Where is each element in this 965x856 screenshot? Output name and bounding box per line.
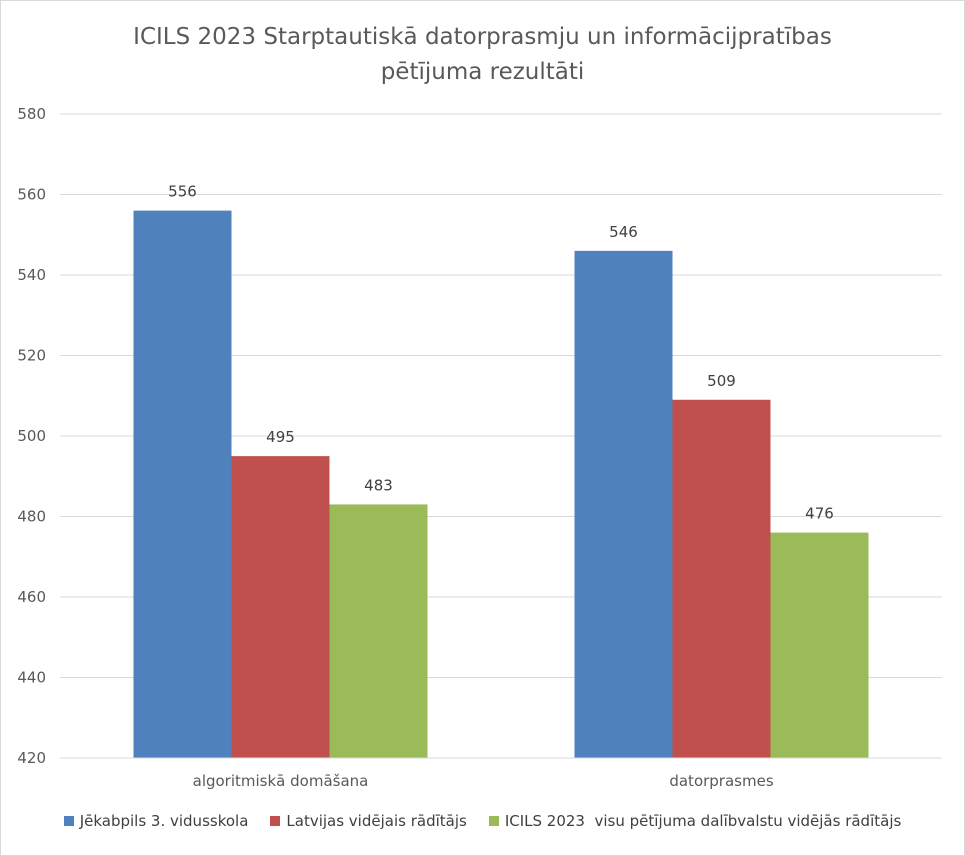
data-label: 509 <box>707 372 736 390</box>
y-tick-label: 460 <box>17 588 46 606</box>
y-tick-label: 420 <box>17 749 46 767</box>
y-tick-label: 540 <box>17 266 46 284</box>
legend-label: Jēkabpils 3. vidusskola <box>79 812 249 830</box>
legend-swatch <box>488 816 499 826</box>
bar <box>574 250 673 758</box>
bar <box>672 399 771 758</box>
y-tick-label: 500 <box>17 427 46 445</box>
y-tick-label: 560 <box>17 186 46 204</box>
bar <box>329 504 428 758</box>
data-label: 556 <box>168 183 197 201</box>
legend-label: ICILS 2023 visu pētījuma dalībvalstu vid… <box>504 812 902 830</box>
legend-swatch <box>63 816 74 826</box>
data-label: 476 <box>805 505 834 523</box>
y-tick-label: 440 <box>17 669 46 687</box>
legend-item: Latvijas vidējais rādītājs <box>270 812 467 830</box>
x-category-label: algoritmiskā domāšana <box>193 772 369 790</box>
legend-label: Latvijas vidējais rādītājs <box>286 812 467 830</box>
y-tick-label: 480 <box>17 508 46 526</box>
legend: Jēkabpils 3. vidusskola Latvijas vidējais… <box>0 812 965 830</box>
legend-item: ICILS 2023 visu pētījuma dalībvalstu vid… <box>488 812 902 830</box>
chart-title: ICILS 2023 Starptautiskā datorprasmju un… <box>0 20 965 90</box>
bar <box>770 532 869 758</box>
data-label: 483 <box>364 476 393 494</box>
bar <box>133 210 232 759</box>
x-category-label: datorprasmes <box>669 772 773 790</box>
legend-swatch <box>270 816 281 826</box>
data-label: 546 <box>609 223 638 241</box>
y-tick-label: 520 <box>17 347 46 365</box>
y-tick-label: 580 <box>17 105 46 123</box>
bar <box>231 456 330 758</box>
legend-item: Jēkabpils 3. vidusskola <box>63 812 249 830</box>
chart-title-line-2: pētījuma rezultāti <box>380 59 585 85</box>
data-label: 495 <box>266 428 295 446</box>
chart-title-line-1: ICILS 2023 Starptautiskā datorprasmju un… <box>133 24 832 50</box>
